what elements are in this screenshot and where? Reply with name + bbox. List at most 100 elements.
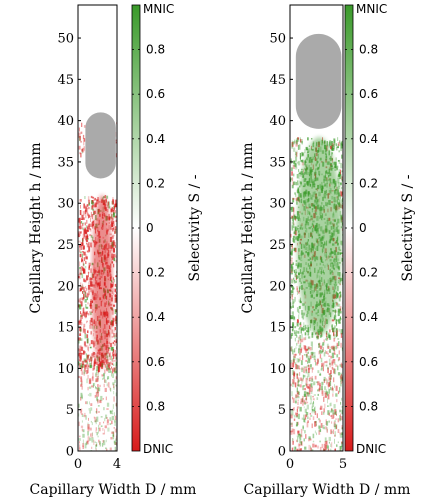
selectivity-speck: [306, 331, 309, 333]
selectivity-speck: [331, 442, 333, 448]
selectivity-speck: [290, 346, 293, 352]
selectivity-speck: [331, 319, 335, 322]
selectivity-speck: [314, 359, 316, 363]
selectivity-speck: [296, 448, 299, 451]
selectivity-speck: [316, 333, 319, 338]
selectivity-speck: [292, 286, 294, 291]
selectivity-speck: [84, 443, 87, 449]
selectivity-speck: [111, 415, 114, 421]
selectivity-speck: [299, 301, 302, 304]
selectivity-speck: [338, 341, 340, 346]
selectivity-speck: [302, 315, 305, 320]
selectivity-speck: [294, 382, 297, 387]
selectivity-speck: [81, 266, 83, 270]
selectivity-speck: [300, 310, 304, 315]
selectivity-speck: [114, 379, 116, 383]
selectivity-speck: [89, 324, 91, 329]
selectivity-speck: [334, 139, 336, 145]
selectivity-speck: [96, 416, 99, 422]
selectivity-speck: [80, 269, 82, 276]
selectivity-speck: [329, 403, 331, 407]
selectivity-speck: [290, 159, 293, 162]
selectivity-speck: [83, 140, 85, 146]
selectivity-speck: [87, 346, 89, 352]
selectivity-speck: [341, 179, 343, 182]
selectivity-speck: [79, 345, 82, 350]
selectivity-speck: [115, 294, 117, 297]
selectivity-speck: [298, 305, 301, 309]
selectivity-speck: [79, 447, 81, 451]
selectivity-speck: [341, 257, 343, 262]
selectivity-speck: [94, 197, 96, 201]
selectivity-speck: [316, 451, 318, 455]
selectivity-speck: [327, 333, 329, 338]
selectivity-speck: [111, 244, 113, 249]
selectivity-speck: [296, 319, 299, 323]
selectivity-speck: [296, 391, 299, 394]
selectivity-speck: [310, 355, 312, 360]
selectivity-speck: [295, 152, 298, 157]
selectivity-speck: [81, 221, 83, 224]
selectivity-speck: [81, 360, 85, 365]
selectivity-speck: [305, 366, 307, 372]
selectivity-speck: [308, 444, 310, 450]
selectivity-speck: [339, 194, 341, 199]
selectivity-speck: [294, 353, 297, 356]
selectivity-speck: [306, 349, 308, 351]
selectivity-speck: [97, 369, 100, 374]
selectivity-speck: [317, 381, 320, 386]
selectivity-speck: [97, 387, 100, 392]
selectivity-speck: [97, 435, 99, 438]
selectivity-speck: [324, 394, 327, 398]
selectivity-speck: [97, 197, 99, 201]
selectivity-speck: [298, 447, 300, 451]
selectivity-speck: [299, 372, 301, 376]
selectivity-speck: [86, 440, 89, 445]
selectivity-speck: [300, 434, 302, 440]
selectivity-speck: [296, 150, 298, 154]
selectivity-speck: [112, 434, 115, 440]
colorbar-tick-label: 0.8: [359, 399, 378, 413]
selectivity-speck: [87, 196, 90, 202]
selectivity-speck: [113, 367, 116, 372]
selectivity-speck: [308, 389, 311, 395]
selectivity-speck: [302, 425, 304, 429]
selectivity-speck: [87, 312, 89, 316]
selectivity-speck: [87, 422, 89, 428]
selectivity-speck: [114, 226, 117, 230]
selectivity-speck: [322, 363, 324, 367]
selectivity-speck: [328, 144, 331, 148]
selectivity-speck: [337, 418, 340, 423]
selectivity-speck: [294, 226, 297, 232]
selectivity-speck: [88, 202, 90, 206]
selectivity-speck: [109, 423, 112, 425]
selectivity-speck: [300, 171, 303, 175]
selectivity-speck: [313, 382, 315, 386]
selectivity-speck: [100, 416, 103, 418]
selectivity-speck: [339, 140, 341, 144]
selectivity-speck: [339, 295, 341, 298]
selectivity-speck: [318, 425, 321, 429]
selectivity-speck: [336, 292, 339, 297]
selectivity-speck: [111, 290, 113, 294]
selectivity-speck: [297, 401, 299, 405]
selectivity-speck: [337, 429, 340, 433]
selectivity-speck: [80, 413, 84, 415]
selectivity-speck: [114, 353, 117, 356]
selectivity-speck: [91, 201, 94, 206]
selectivity-speck: [335, 309, 336, 315]
selectivity-speck: [81, 259, 83, 262]
selectivity-speck: [114, 244, 116, 248]
selectivity-speck: [80, 288, 82, 291]
selectivity-speck: [324, 441, 327, 445]
selectivity-speck: [324, 392, 327, 395]
selectivity-speck: [304, 332, 307, 336]
selectivity-speck: [332, 429, 335, 435]
selectivity-speck: [95, 444, 97, 450]
selectivity-speck: [78, 218, 81, 223]
selectivity-speck: [338, 182, 341, 187]
selectivity-speck: [78, 339, 80, 344]
selectivity-speck: [337, 338, 340, 340]
selectivity-speck: [333, 421, 336, 428]
selectivity-speck: [319, 384, 321, 390]
